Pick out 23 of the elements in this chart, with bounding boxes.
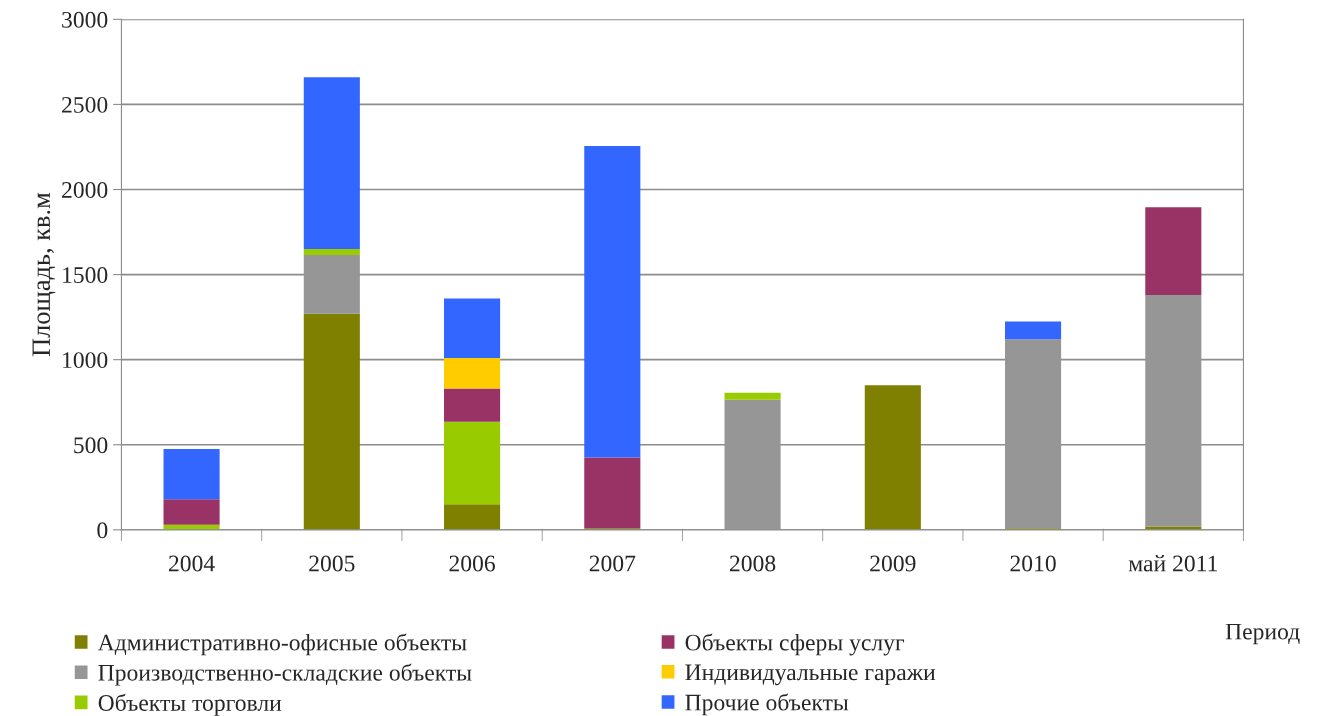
x-tick-label: 2010 xyxy=(1010,555,1056,572)
y-tick-label: 500 xyxy=(74,437,108,454)
y-tick-label: 1500 xyxy=(63,267,108,284)
x-tick-label: 2009 xyxy=(870,555,916,572)
legend-label: Прочие объекты xyxy=(685,693,849,716)
y-tick-label: 2000 xyxy=(62,181,108,198)
y-tick-label: 2500 xyxy=(62,96,108,113)
y-tick-label: 0 xyxy=(97,522,108,539)
y-tick-label: 3000 xyxy=(62,11,108,28)
legend-label: Объекты сферы услуг xyxy=(685,633,905,656)
y-axis-title: Площадь, кв.м xyxy=(32,192,56,357)
x-tick-label: май 2011 xyxy=(1128,555,1217,572)
y-tick-label: 1000 xyxy=(63,352,108,369)
legend-label: Объекты торговли xyxy=(98,693,282,716)
x-tick-label: 2005 xyxy=(309,555,355,572)
x-tick-label: 2006 xyxy=(449,555,495,572)
x-tick-label: 2007 xyxy=(589,555,636,572)
legend-label: Индивидуальные гаражи xyxy=(685,664,936,686)
x-axis-title: Период xyxy=(1225,623,1300,645)
legend-label: Административно-офисные объекты xyxy=(97,633,467,656)
x-tick-label: 2004 xyxy=(168,555,215,572)
x-tick-label: 2008 xyxy=(729,555,776,572)
legend-label: Производственно-складские объекты xyxy=(98,663,472,686)
